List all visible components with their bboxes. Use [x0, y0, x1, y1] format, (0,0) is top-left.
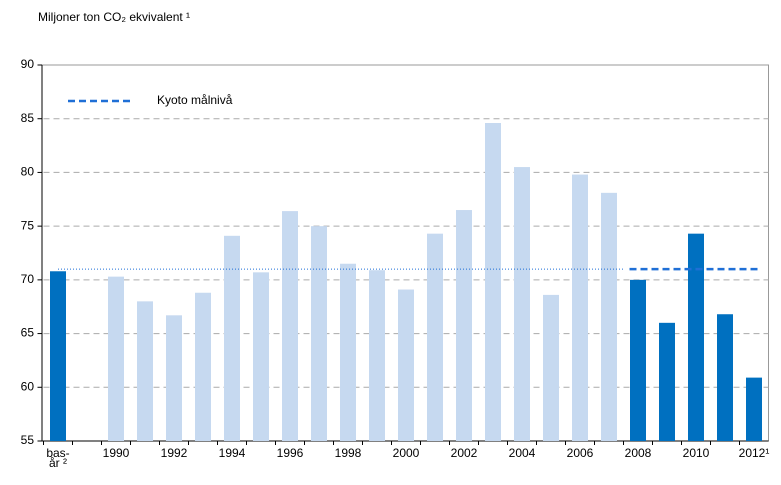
bar	[282, 211, 298, 441]
bar	[456, 210, 472, 441]
bar	[369, 270, 385, 441]
chart-title: Miljoner ton CO₂ ekvivalent ¹	[38, 10, 190, 24]
x-tick-label: 1992	[161, 446, 188, 460]
x-tick-label: 2000	[393, 446, 420, 460]
bar	[224, 235, 240, 441]
bar	[485, 123, 501, 442]
bar	[688, 233, 704, 441]
bar	[746, 377, 762, 441]
bar	[659, 322, 675, 441]
y-tick-label: 55	[21, 433, 35, 447]
x-tick-label: 2004	[509, 446, 536, 460]
x-tick-label: 1994	[219, 446, 246, 460]
bar	[543, 294, 559, 441]
bar	[630, 279, 646, 441]
bar	[253, 272, 269, 441]
x-tick-label: 1996	[277, 446, 304, 460]
x-tick-label: bas-år ²	[46, 446, 69, 470]
x-tick-label: 2008	[625, 446, 652, 460]
x-tick-label: 2002	[451, 446, 478, 460]
y-tick-label: 60	[21, 379, 35, 393]
y-tick-label: 90	[21, 57, 35, 71]
bar	[311, 226, 327, 441]
bar	[427, 233, 443, 441]
legend-label: Kyoto målnivå	[157, 93, 233, 107]
x-tick-label: 2012¹	[739, 446, 770, 460]
bar	[572, 174, 588, 441]
bar	[717, 314, 733, 441]
bar	[50, 271, 66, 441]
x-tick-label: 2010	[683, 446, 710, 460]
y-tick-label: 65	[21, 326, 35, 340]
bar	[195, 292, 211, 441]
bar	[108, 276, 124, 441]
bar	[398, 289, 414, 441]
bar	[166, 315, 182, 441]
x-tick-label: 1990	[103, 446, 130, 460]
bar	[137, 301, 153, 441]
x-tick-label: 1998	[335, 446, 362, 460]
y-tick-label: 85	[21, 111, 35, 125]
x-tick-label: 2006	[567, 446, 594, 460]
y-tick-label: 70	[21, 272, 35, 286]
bar	[340, 263, 356, 441]
bar	[601, 192, 617, 441]
bar	[514, 167, 530, 442]
y-tick-label: 80	[21, 165, 35, 179]
y-tick-label: 75	[21, 218, 35, 232]
